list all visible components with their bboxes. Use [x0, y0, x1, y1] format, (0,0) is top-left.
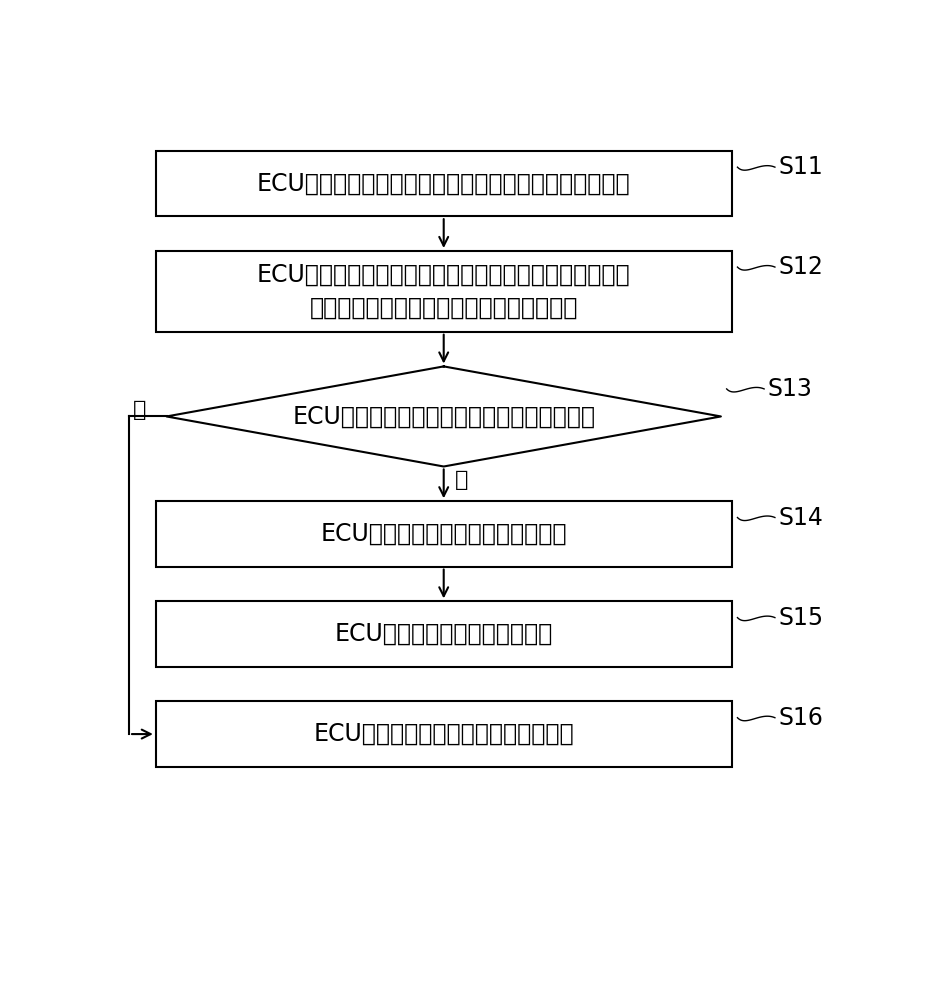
Bar	[156, 151, 731, 216]
Text: ECU判断当前中冷温度是否超过中冷温度限值: ECU判断当前中冷温度是否超过中冷温度限值	[292, 404, 595, 428]
Text: S16: S16	[778, 706, 822, 730]
Text: ECU获取当前环境温度、当前车辆工况以及当前中冷温度: ECU获取当前环境温度、当前车辆工况以及当前中冷温度	[257, 172, 630, 196]
Text: S13: S13	[767, 377, 812, 401]
Bar	[156, 251, 731, 332]
Text: ECU根据当前环境温度以及当前车辆工况，利用中冷温度
限值映射关系进行查询，确定中冷温度限值: ECU根据当前环境温度以及当前车辆工况，利用中冷温度 限值映射关系进行查询，确定…	[257, 263, 630, 320]
Text: ECU对发动机排温进行降温控制: ECU对发动机排温进行降温控制	[334, 622, 552, 646]
Text: ECU确定发动机排温未超过排温安全值: ECU确定发动机排温未超过排温安全值	[313, 722, 574, 746]
Bar	[156, 501, 731, 567]
Text: ECU确定发动机排温超过排温安全值: ECU确定发动机排温超过排温安全值	[320, 522, 566, 546]
Text: 否: 否	[133, 400, 146, 420]
Text: S12: S12	[778, 255, 822, 279]
Text: S11: S11	[778, 155, 822, 179]
Text: S14: S14	[778, 506, 822, 530]
Bar	[156, 701, 731, 767]
Bar	[156, 601, 731, 667]
Text: S15: S15	[778, 606, 823, 630]
Text: 是: 是	[454, 470, 468, 490]
